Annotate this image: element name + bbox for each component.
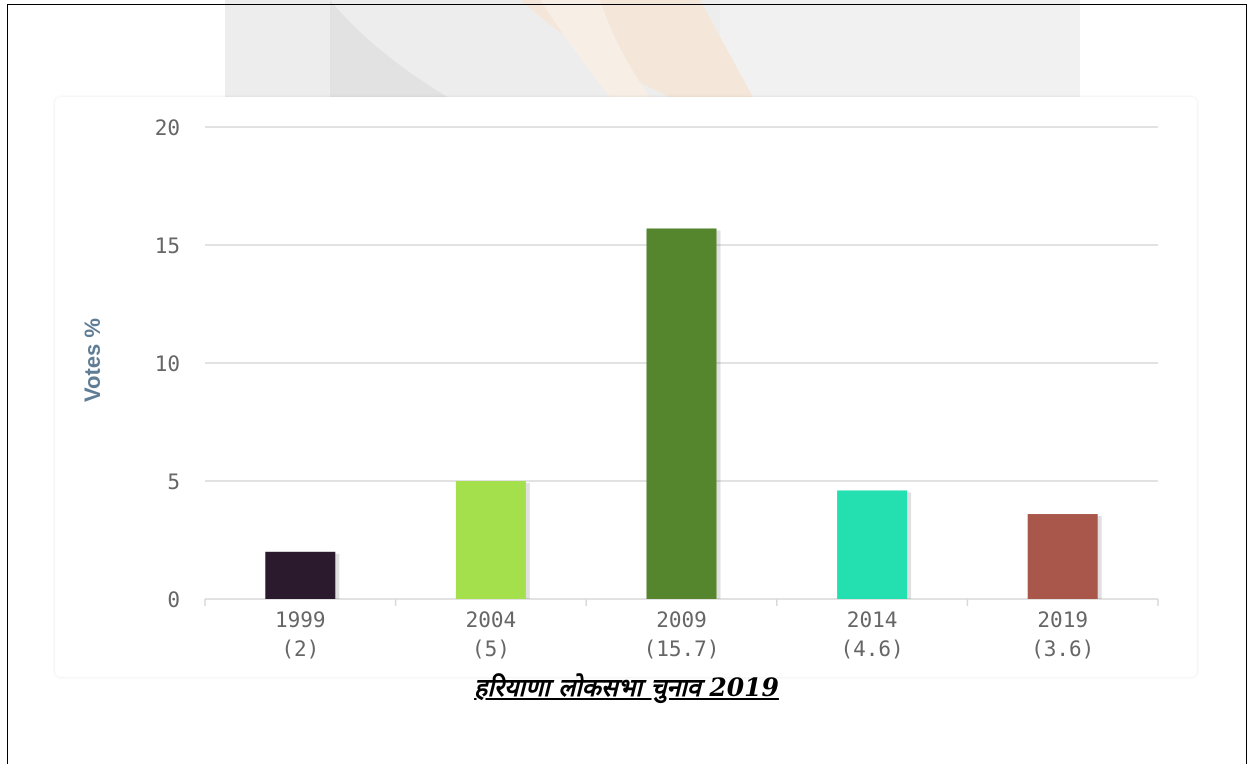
- value-label: (2): [281, 637, 319, 661]
- bar-2004[interactable]: [455, 481, 526, 599]
- bar-1999[interactable]: [265, 551, 336, 599]
- bar-2014[interactable]: [837, 490, 908, 599]
- page-frame: [7, 4, 1247, 764]
- y-tick-label: 20: [155, 116, 180, 140]
- y-axis-label: Votes %: [80, 318, 105, 402]
- y-tick-labels: 0 5 10 15 20: [155, 116, 180, 612]
- value-label: (4.6): [840, 637, 903, 661]
- x-tick-label: 2014: [847, 608, 898, 632]
- chart-card: [55, 97, 1197, 677]
- x-tick-label: 2004: [466, 608, 517, 632]
- value-label: (5): [472, 637, 510, 661]
- bar-2009[interactable]: [646, 228, 717, 600]
- chart-caption: हरियाणा लोकसभा चुनाव 2019: [474, 673, 779, 702]
- y-tick-label: 10: [155, 352, 180, 376]
- x-tick-label: 1999: [275, 608, 326, 632]
- x-tick-label: 2019: [1037, 608, 1088, 632]
- value-label: (15.7): [644, 637, 720, 661]
- value-label: (3.6): [1031, 637, 1094, 661]
- x-tick-label: 2009: [656, 608, 707, 632]
- y-tick-label: 15: [155, 234, 180, 258]
- y-tick-label: 0: [167, 588, 180, 612]
- bars: [265, 228, 1102, 600]
- x-tick-labels: 1999 (2) 2004 (5) 2009 (15.7) 2014 (4.6) 2019 (3.…: [204, 599, 1159, 661]
- bar-2019[interactable]: [1027, 514, 1098, 599]
- y-tick-label: 5: [167, 470, 180, 494]
